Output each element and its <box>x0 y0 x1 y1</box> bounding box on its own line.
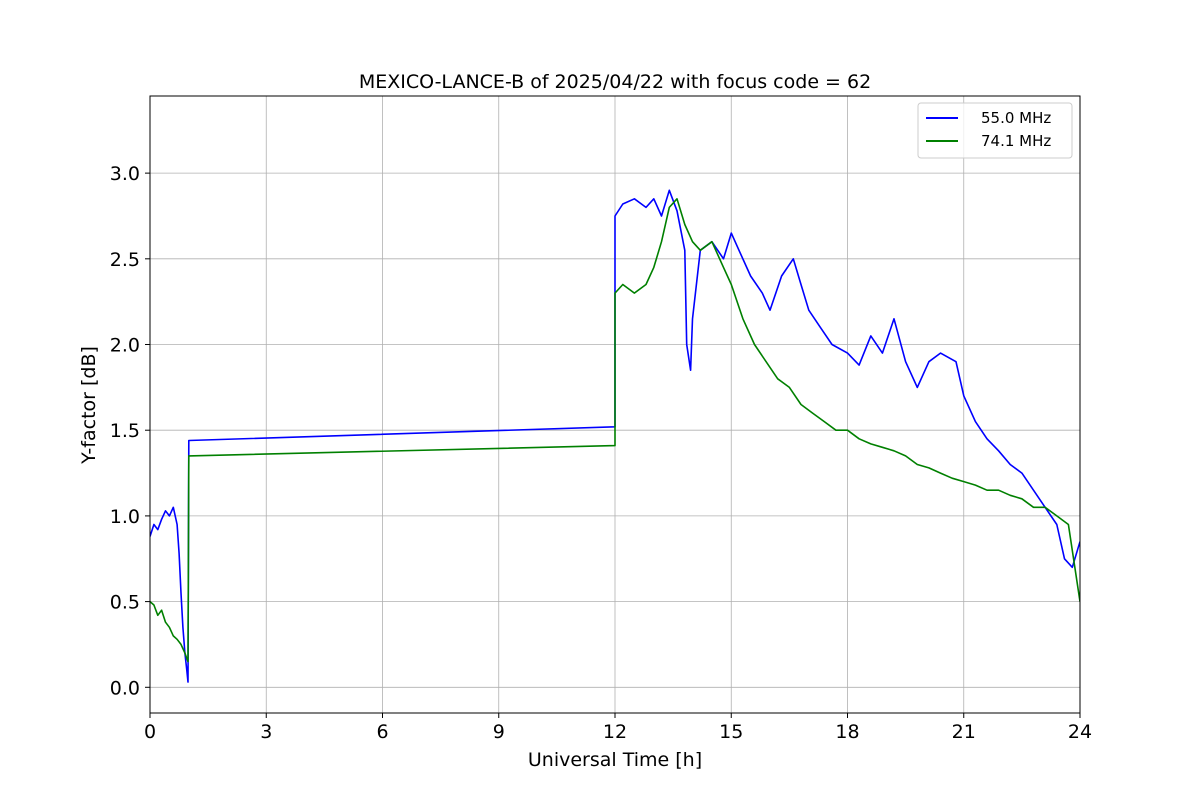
legend-box <box>917 102 1073 159</box>
x-tick-label: 0 <box>144 721 156 743</box>
x-axis-label: Universal Time [h] <box>528 749 702 771</box>
y-tick-label: 2.5 <box>110 249 140 271</box>
y-tick-label: 1.0 <box>110 506 140 528</box>
ticks-layer: 0 3 6 9 12 15 18 21 24 0.0 0.5 1.0 1.5 2.0 2.5 3.0 <box>110 163 1092 743</box>
legend-label-0: 55.0 MHz <box>981 109 1051 127</box>
legend: 55.0 MHz 74.1 MHz <box>917 102 1073 159</box>
x-tick-label: 3 <box>260 721 272 743</box>
series-line-1 <box>150 198 1080 663</box>
series-layer <box>150 189 1080 683</box>
x-tick-label: 9 <box>493 721 505 743</box>
y-tick-label: 1.5 <box>110 420 140 442</box>
legend-label-1: 74.1 MHz <box>981 132 1051 150</box>
x-tick-label: 6 <box>376 721 388 743</box>
y-tick-label: 3.0 <box>110 163 140 185</box>
series-line-0 <box>150 189 1080 683</box>
y-axis-label: Y-factor [dB] <box>78 346 100 465</box>
y-tick-label: 0.0 <box>110 677 140 699</box>
x-tick-label: 21 <box>952 721 976 743</box>
y-tick-label: 2.0 <box>110 335 140 357</box>
x-tick-label: 24 <box>1068 721 1092 743</box>
x-tick-label: 12 <box>603 721 627 743</box>
y-tick-label: 0.5 <box>110 592 140 614</box>
x-tick-label: 18 <box>835 721 859 743</box>
x-tick-label: 15 <box>719 721 743 743</box>
chart-title: MEXICO-LANCE-B of 2025/04/22 with focus … <box>359 71 871 93</box>
